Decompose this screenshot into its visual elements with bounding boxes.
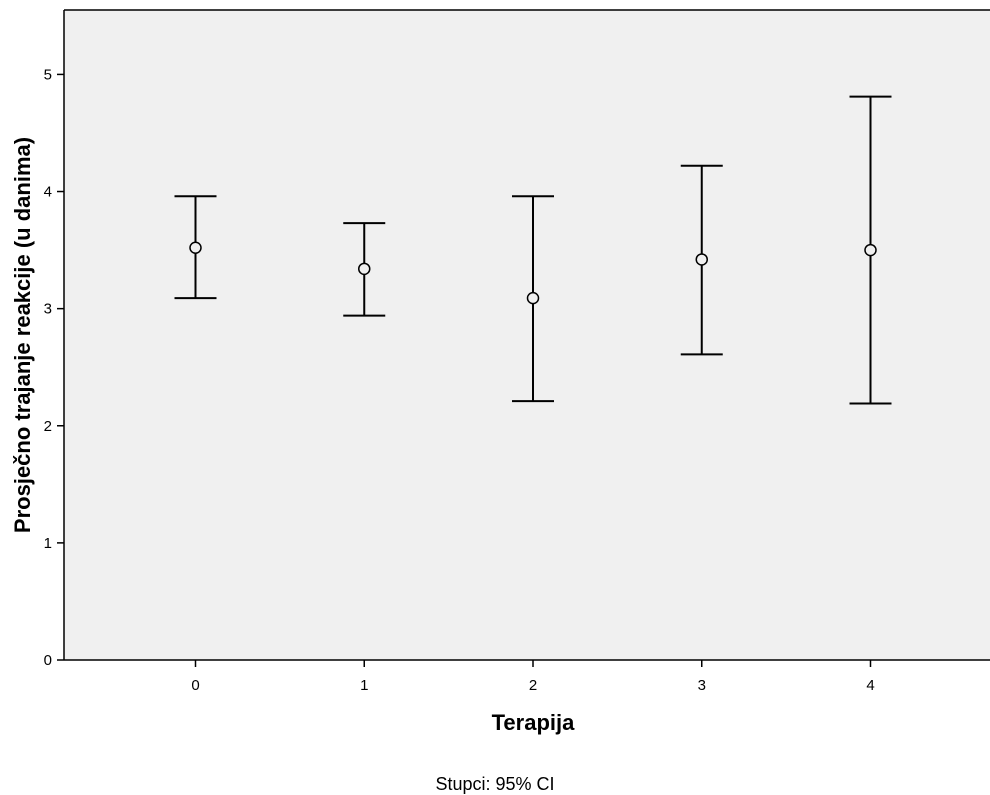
mean-marker [526,291,540,305]
chart-footnote: Stupci: 95% CI [435,774,554,794]
y-tick-label: 0 [44,652,52,669]
x-axis-ticks: 0 1 2 3 4 [191,660,875,694]
y-axis-ticks: 0 1 2 3 4 5 [44,66,64,669]
error-bars [174,95,892,405]
x-tick-label: 3 [698,677,706,694]
error-bar [512,195,554,403]
x-tick-label: 2 [529,677,537,694]
error-bar [849,95,892,405]
error-bar [343,222,386,317]
error-bar [174,195,217,300]
mean-marker [189,241,202,254]
y-tick-label: 4 [44,184,52,201]
mean-marker [695,253,708,266]
x-tick-label: 4 [866,677,874,694]
y-axis-title: Prosječno trajanje reakcije (u danima) [10,137,35,533]
mean-marker [358,262,371,276]
y-tick-label: 5 [44,66,52,83]
x-axis-title: Terapija [492,710,576,735]
x-tick-label: 1 [360,677,368,694]
y-tick-label: 2 [44,418,52,435]
y-tick-label: 1 [44,535,52,552]
x-tick-label: 0 [191,677,199,694]
y-tick-label: 3 [44,301,52,318]
mean-marker [864,243,877,257]
plot-area [64,10,990,660]
error-bar [680,164,723,356]
